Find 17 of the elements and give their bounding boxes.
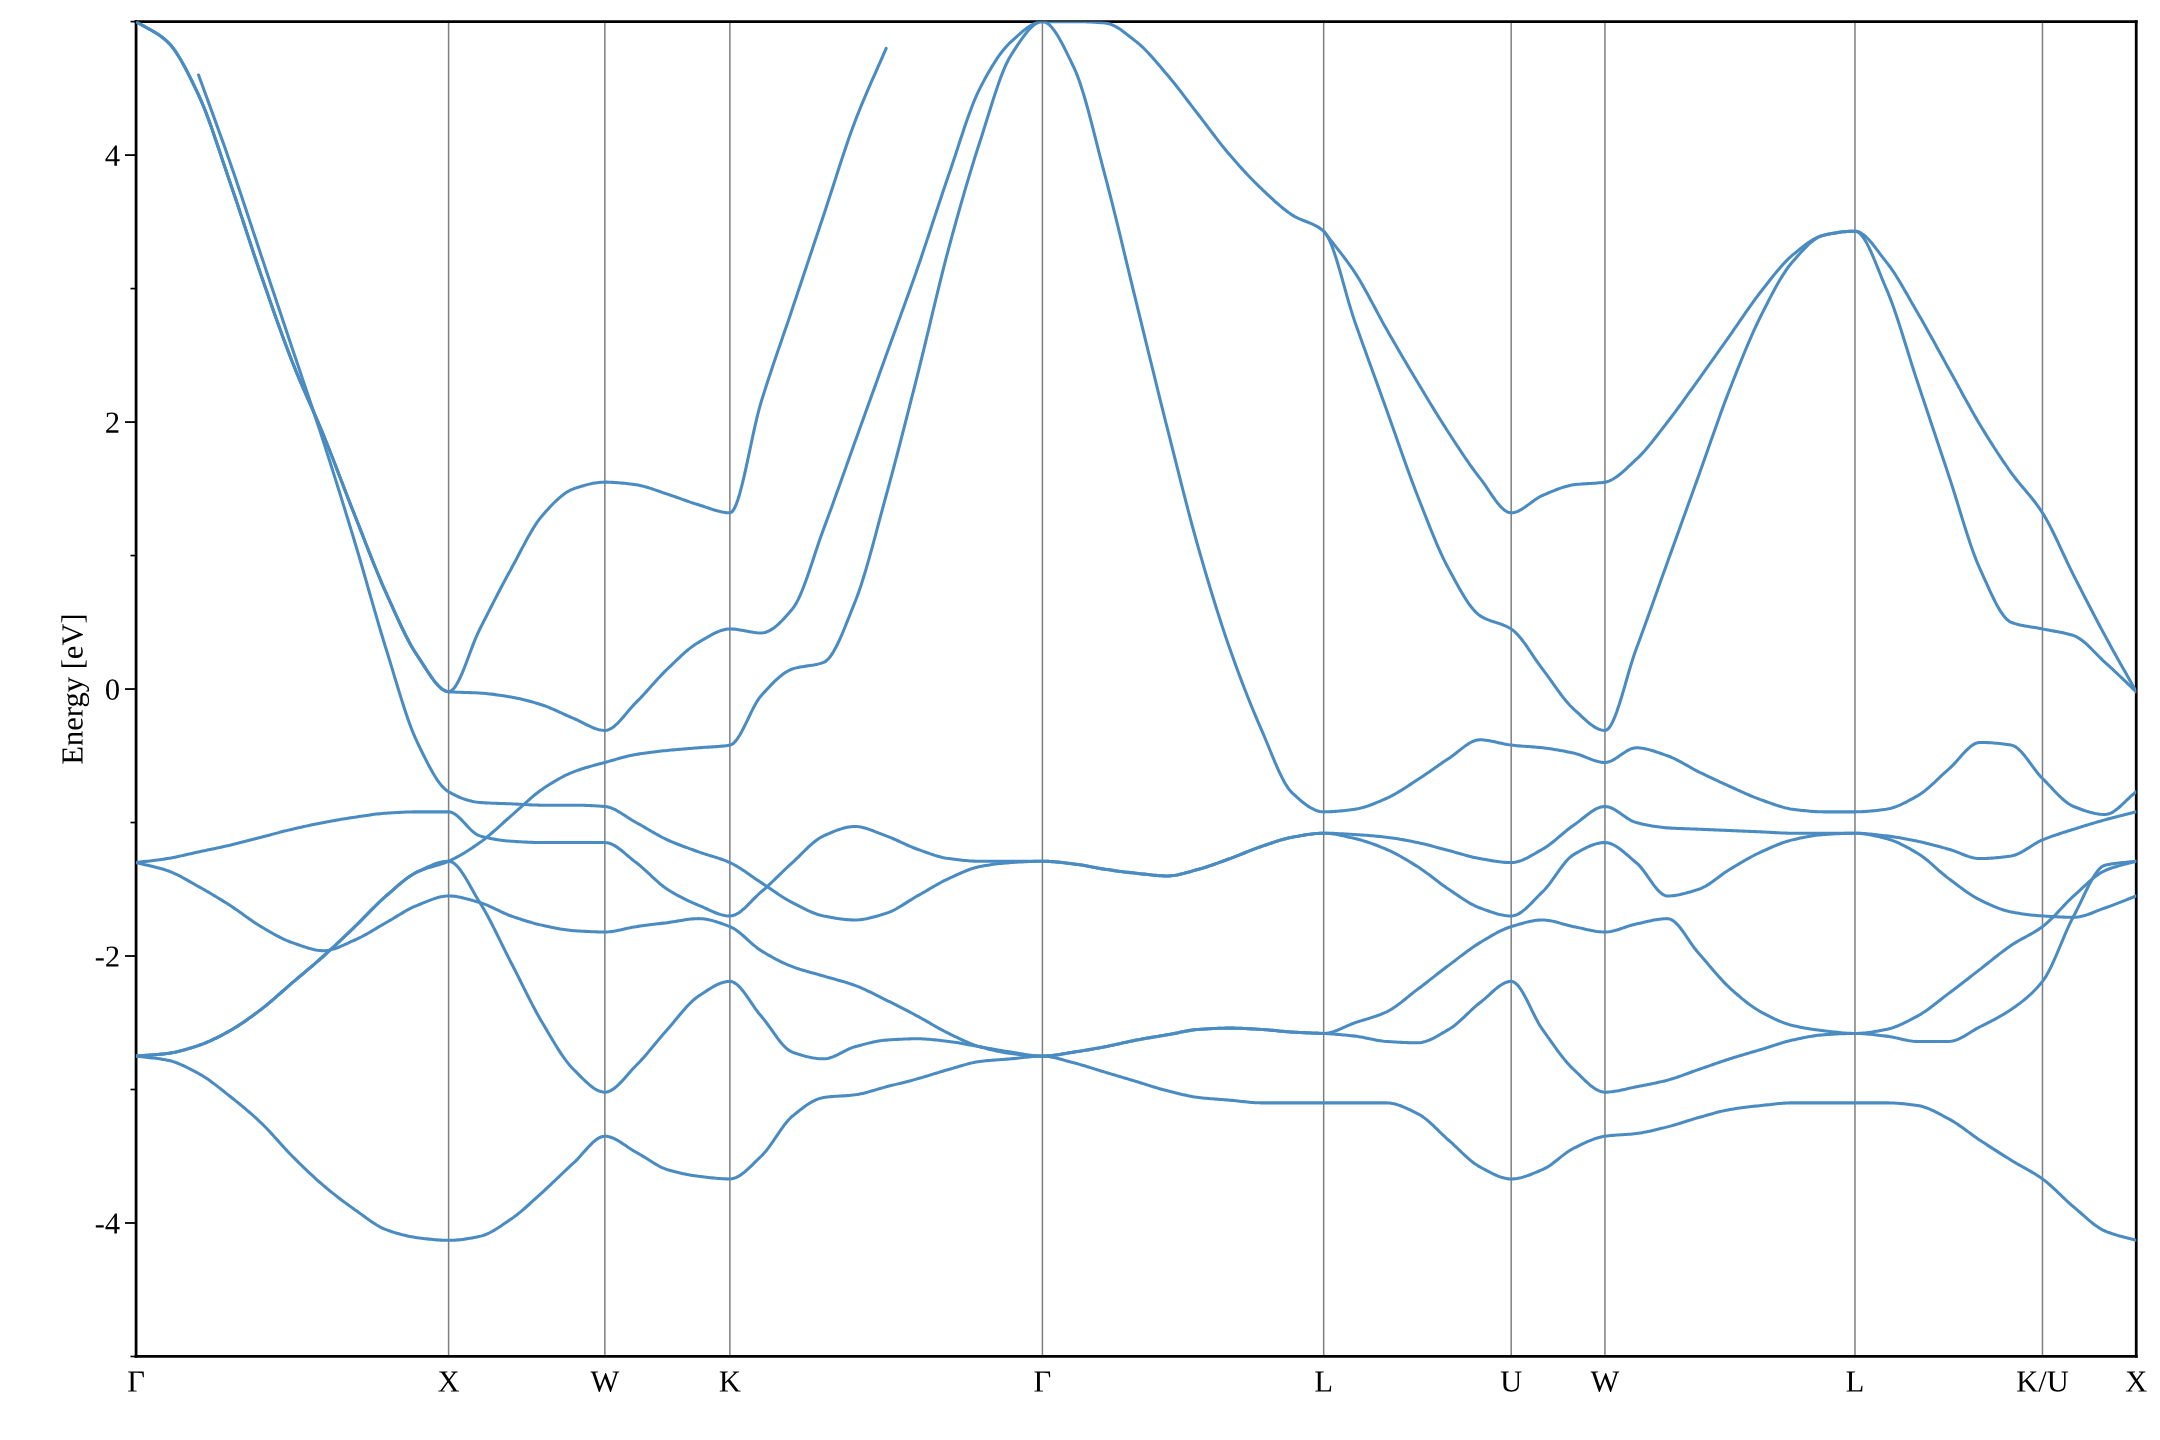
- x-tick-label: W: [1590, 1371, 1620, 1393]
- x-tick-label: Γ: [1034, 1371, 1051, 1392]
- x-tick-label: K/U: [2017, 1371, 2069, 1392]
- x-tick-label: X: [438, 1371, 460, 1392]
- y-tick-label: -4: [95, 1213, 120, 1234]
- y-axis-title: Energy [eV]: [61, 615, 90, 764]
- y-tick-label: 2: [106, 412, 119, 433]
- y-tick-label: 4: [105, 145, 120, 166]
- x-tick-label: L: [1846, 1371, 1863, 1392]
- y-tick-label: -2: [95, 946, 119, 967]
- x-tick-label: W: [590, 1371, 620, 1393]
- x-tick-label: U: [1500, 1371, 1522, 1392]
- x-tick-label: K: [719, 1371, 741, 1392]
- x-tick-label: X: [2125, 1371, 2147, 1392]
- x-tick-label: L: [1315, 1371, 1332, 1392]
- y-tick-label: 0: [106, 679, 119, 700]
- x-tick-label: Γ: [128, 1371, 144, 1392]
